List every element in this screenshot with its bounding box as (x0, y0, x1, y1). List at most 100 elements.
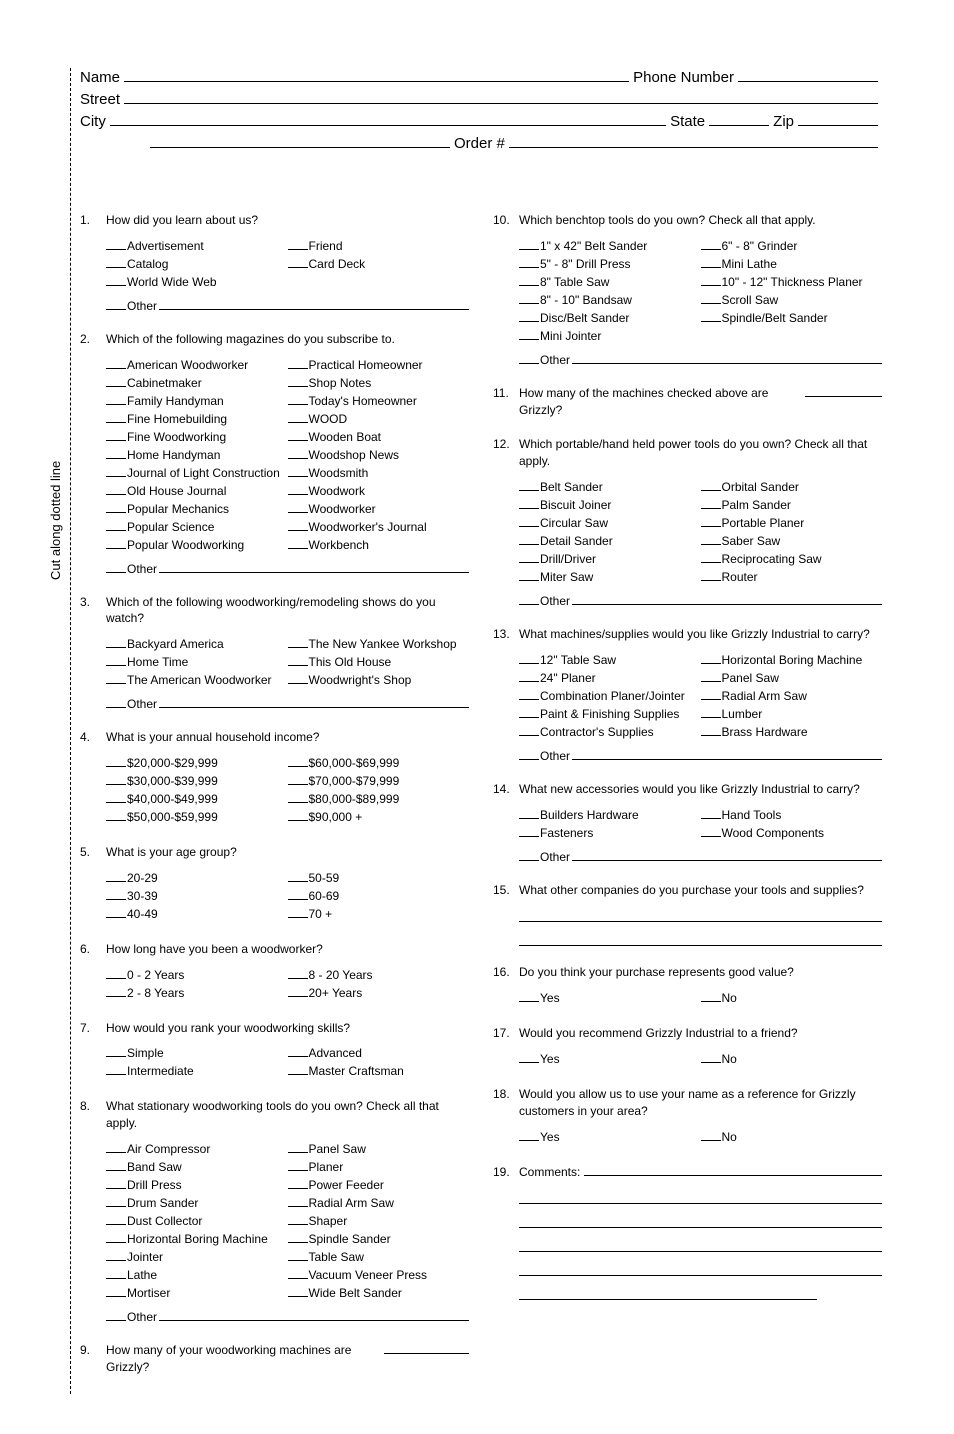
checkbox[interactable] (288, 881, 308, 882)
checkbox[interactable] (106, 1260, 126, 1261)
checkbox[interactable] (519, 562, 539, 563)
field-street[interactable] (124, 90, 878, 104)
checkbox[interactable] (288, 1260, 308, 1261)
checkbox[interactable] (288, 440, 308, 441)
checkbox[interactable] (519, 1001, 539, 1002)
checkbox[interactable] (701, 303, 721, 304)
checkbox[interactable] (106, 1188, 126, 1189)
checkbox[interactable] (288, 1074, 308, 1075)
checkbox[interactable] (701, 267, 721, 268)
checkbox[interactable] (519, 717, 539, 718)
checkbox[interactable] (106, 494, 126, 495)
checkbox[interactable] (106, 1056, 126, 1057)
checkbox[interactable] (288, 1224, 308, 1225)
checkbox[interactable] (288, 899, 308, 900)
checkbox[interactable] (288, 267, 308, 268)
checkbox[interactable] (519, 1140, 539, 1141)
checkbox[interactable] (106, 249, 126, 250)
checkbox[interactable] (106, 386, 126, 387)
checkbox[interactable] (519, 663, 539, 664)
q15-line2[interactable] (519, 932, 882, 946)
checkbox[interactable] (701, 1001, 721, 1002)
checkbox[interactable] (106, 368, 126, 369)
checkbox[interactable] (106, 1074, 126, 1075)
checkbox[interactable] (701, 1140, 721, 1141)
checkbox[interactable] (519, 490, 539, 491)
checkbox[interactable] (106, 440, 126, 441)
checkbox[interactable] (288, 512, 308, 513)
checkbox[interactable] (106, 996, 126, 997)
checkbox[interactable] (106, 285, 126, 286)
field-phone[interactable] (738, 68, 878, 82)
checkbox[interactable] (519, 735, 539, 736)
field-order[interactable] (509, 134, 878, 148)
checkbox[interactable] (106, 309, 126, 310)
checkbox[interactable] (106, 784, 126, 785)
checkbox[interactable] (106, 422, 126, 423)
checkbox[interactable] (106, 1296, 126, 1297)
checkbox[interactable] (106, 683, 126, 684)
checkbox[interactable] (288, 1278, 308, 1279)
checkbox[interactable] (106, 665, 126, 666)
checkbox[interactable] (519, 759, 539, 760)
q19-line1[interactable] (519, 1190, 882, 1204)
checkbox[interactable] (106, 1278, 126, 1279)
checkbox[interactable] (288, 548, 308, 549)
checkbox[interactable] (106, 1152, 126, 1153)
checkbox[interactable] (701, 818, 721, 819)
checkbox[interactable] (106, 978, 126, 979)
checkbox[interactable] (701, 681, 721, 682)
field-name[interactable] (124, 68, 629, 82)
checkbox[interactable] (106, 530, 126, 531)
checkbox[interactable] (519, 1062, 539, 1063)
checkbox[interactable] (288, 422, 308, 423)
checkbox[interactable] (519, 526, 539, 527)
checkbox[interactable] (288, 917, 308, 918)
q15-line1[interactable] (519, 908, 882, 922)
checkbox[interactable] (519, 363, 539, 364)
checkbox[interactable] (519, 267, 539, 268)
checkbox[interactable] (519, 604, 539, 605)
checkbox[interactable] (288, 404, 308, 405)
field-zip[interactable] (798, 112, 878, 126)
checkbox[interactable] (288, 683, 308, 684)
checkbox[interactable] (106, 881, 126, 882)
checkbox[interactable] (519, 699, 539, 700)
checkbox[interactable] (701, 544, 721, 545)
checkbox[interactable] (519, 508, 539, 509)
checkbox[interactable] (288, 1170, 308, 1171)
q19-line2[interactable] (519, 1214, 882, 1228)
checkbox[interactable] (288, 978, 308, 979)
other-field[interactable] (572, 353, 882, 364)
checkbox[interactable] (106, 572, 126, 573)
checkbox[interactable] (288, 386, 308, 387)
checkbox[interactable] (701, 580, 721, 581)
checkbox[interactable] (106, 1170, 126, 1171)
checkbox[interactable] (519, 544, 539, 545)
checkbox[interactable] (288, 476, 308, 477)
checkbox[interactable] (288, 494, 308, 495)
q19-line5[interactable] (519, 1286, 817, 1300)
checkbox[interactable] (288, 1188, 308, 1189)
checkbox[interactable] (519, 580, 539, 581)
other-field[interactable] (572, 850, 882, 861)
other-field[interactable] (159, 697, 469, 708)
checkbox[interactable] (519, 285, 539, 286)
checkbox[interactable] (106, 458, 126, 459)
checkbox[interactable] (701, 562, 721, 563)
checkbox[interactable] (288, 665, 308, 666)
checkbox[interactable] (519, 836, 539, 837)
checkbox[interactable] (106, 1320, 126, 1321)
checkbox[interactable] (701, 735, 721, 736)
checkbox[interactable] (519, 249, 539, 250)
q19-line3[interactable] (519, 1238, 882, 1252)
field-pre-order[interactable] (150, 134, 450, 148)
checkbox[interactable] (701, 836, 721, 837)
checkbox[interactable] (519, 681, 539, 682)
q11-field[interactable] (805, 386, 882, 397)
checkbox[interactable] (519, 818, 539, 819)
other-field[interactable] (572, 749, 882, 760)
checkbox[interactable] (288, 802, 308, 803)
checkbox[interactable] (701, 1062, 721, 1063)
checkbox[interactable] (701, 699, 721, 700)
